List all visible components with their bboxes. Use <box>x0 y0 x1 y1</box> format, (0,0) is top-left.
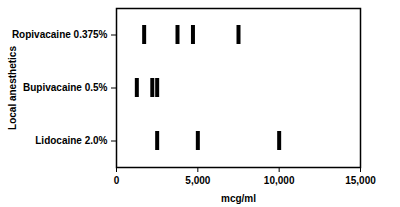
svg-text:mcg/ml: mcg/ml <box>221 193 256 204</box>
svg-text:Lidocaine 2.0%: Lidocaine 2.0% <box>35 135 107 146</box>
svg-text:0: 0 <box>114 175 120 186</box>
svg-text:5,000: 5,000 <box>185 175 210 186</box>
svg-text:10,000: 10,000 <box>264 175 295 186</box>
svg-text:Local anesthetics: Local anesthetics <box>7 46 18 130</box>
svg-text:Ropivacaine 0.375%: Ropivacaine 0.375% <box>12 29 108 40</box>
svg-text:Bupivacaine 0.5%: Bupivacaine 0.5% <box>23 82 108 93</box>
svg-text:15,000: 15,000 <box>345 175 376 186</box>
